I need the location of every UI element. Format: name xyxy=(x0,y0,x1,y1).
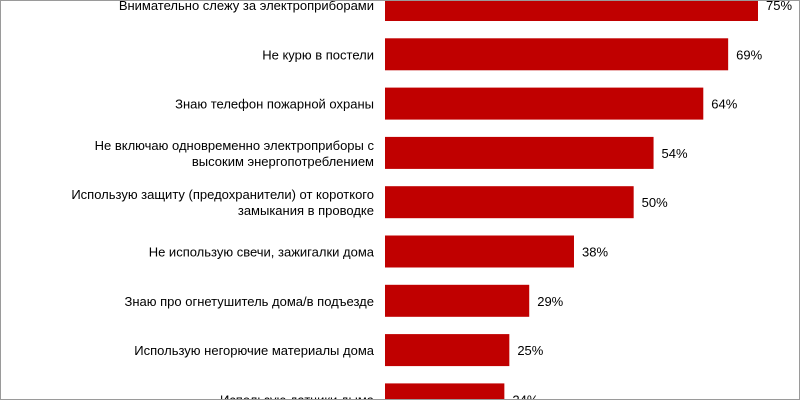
category-label-line: Использую датчики дыма xyxy=(220,392,375,399)
category-label-line: Внимательно слежу за электроприборами xyxy=(119,1,374,13)
category-label-2: Знаю телефон пожарной охраны xyxy=(175,97,374,112)
value-label-3: 54% xyxy=(662,146,688,161)
bar-5 xyxy=(385,235,574,268)
bar-4 xyxy=(385,186,634,219)
value-label-5: 38% xyxy=(582,245,608,260)
category-label-line: высоким энергопотреблением xyxy=(192,154,374,169)
value-label-8: 24% xyxy=(512,392,538,399)
category-label-line: Знаю телефон пожарной охраны xyxy=(175,97,374,112)
bar-1 xyxy=(385,38,729,71)
value-label-4: 50% xyxy=(642,195,668,210)
category-label-4: Использую защиту (предохранители) от кор… xyxy=(71,187,374,218)
category-label-8: Использую датчики дыма xyxy=(220,392,375,399)
bar-3 xyxy=(385,136,654,169)
category-label-7: Использую негорючие материалы дома xyxy=(134,343,374,358)
category-label-line: Использую защиту (предохранители) от кор… xyxy=(71,187,374,202)
value-label-7: 25% xyxy=(517,343,543,358)
category-label-1: Не курю в постели xyxy=(262,47,374,62)
category-label-line: Не курю в постели xyxy=(262,47,374,62)
category-label-3: Не включаю одновременно электроприборы с… xyxy=(95,138,375,169)
category-label-line: Не включаю одновременно электроприборы с xyxy=(95,138,375,153)
bar-0 xyxy=(385,1,758,21)
value-label-2: 64% xyxy=(711,97,737,112)
value-label-0: 75% xyxy=(766,1,792,13)
category-label-line: замыкания в проводке xyxy=(238,203,374,218)
bar-8 xyxy=(385,383,505,399)
category-label-line: Не использую свечи, зажигалки дома xyxy=(149,245,375,260)
category-label-line: Знаю про огнетушитель дома/в подъезде xyxy=(124,294,374,309)
value-label-6: 29% xyxy=(537,294,563,309)
category-label-line: Использую негорючие материалы дома xyxy=(134,343,374,358)
bar-7 xyxy=(385,334,510,367)
category-label-6: Знаю про огнетушитель дома/в подъезде xyxy=(124,294,374,309)
category-label-5: Не использую свечи, зажигалки дома xyxy=(149,245,375,260)
value-label-1: 69% xyxy=(736,47,762,62)
bar-2 xyxy=(385,87,704,120)
category-label-0: Внимательно слежу за электроприборами xyxy=(119,1,374,13)
bar-6 xyxy=(385,284,530,317)
